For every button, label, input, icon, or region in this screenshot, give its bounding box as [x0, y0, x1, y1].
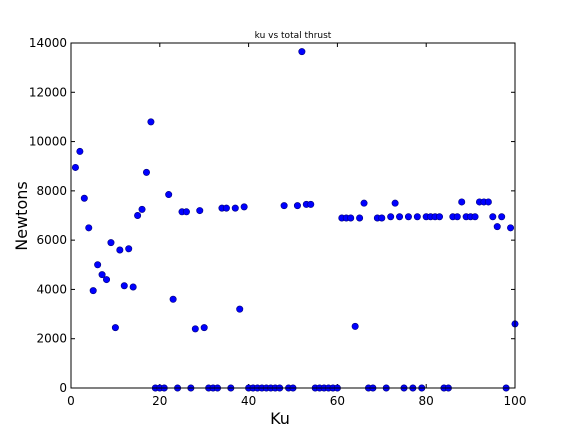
- data-point: [413, 213, 421, 221]
- y-axis-label: Newtons: [12, 181, 31, 250]
- data-point: [71, 163, 79, 171]
- data-point: [231, 204, 239, 212]
- data-point: [191, 325, 199, 333]
- y-tick-label: 0: [59, 381, 67, 395]
- data-point: [396, 213, 404, 221]
- data-point: [200, 324, 208, 332]
- chart-title: ku vs total thrust: [255, 31, 332, 41]
- y-tick-label: 2000: [36, 332, 67, 346]
- data-point: [147, 118, 155, 126]
- data-point: [293, 202, 301, 210]
- x-tick-label: 0: [67, 394, 75, 408]
- data-point: [360, 199, 368, 207]
- data-point: [89, 287, 97, 295]
- plot-frame: [70, 42, 516, 389]
- data-point: [125, 245, 133, 253]
- data-point: [489, 213, 497, 221]
- y-axis: 0 2000 4000 6000 8000 10000 12000 14000: [29, 36, 515, 395]
- data-point: [165, 191, 173, 199]
- data-point: [85, 224, 93, 232]
- data-point: [107, 239, 115, 247]
- data-point: [387, 213, 395, 221]
- data-point: [391, 199, 399, 207]
- y-tick-label: 12000: [29, 85, 67, 99]
- data-point: [484, 198, 492, 206]
- x-tick-label: 80: [419, 394, 434, 408]
- data-point: [351, 322, 359, 330]
- data-point: [356, 214, 364, 222]
- data-point: [236, 305, 244, 313]
- y-tick-label: 10000: [29, 135, 67, 149]
- data-point: [138, 205, 146, 213]
- data-point: [222, 204, 230, 212]
- data-point: [76, 147, 84, 155]
- data-point: [240, 203, 248, 211]
- data-point: [142, 168, 150, 176]
- data-point: [471, 213, 479, 221]
- x-tick-label: 100: [504, 394, 527, 408]
- y-tick-label: 4000: [36, 282, 67, 296]
- data-point: [111, 324, 119, 332]
- data-point: [458, 198, 466, 206]
- y-tick-label: 8000: [36, 184, 67, 198]
- data-point: [507, 224, 515, 232]
- data-point: [378, 214, 386, 222]
- y-tick-label: 6000: [36, 233, 67, 247]
- data-point: [493, 223, 501, 231]
- data-point: [80, 194, 88, 202]
- x-tick-label: 40: [241, 394, 256, 408]
- data-point: [103, 276, 111, 284]
- data-point: [436, 213, 444, 221]
- data-point: [347, 214, 355, 222]
- data-point: [196, 207, 204, 215]
- data-point: [98, 271, 106, 279]
- data-point: [453, 213, 461, 221]
- data-point: [129, 283, 137, 291]
- data-point: [182, 208, 190, 216]
- x-tick-label: 20: [152, 394, 167, 408]
- y-tick-label: 14000: [29, 36, 67, 50]
- data-point: [120, 282, 128, 290]
- data-point: [169, 295, 177, 303]
- data-point: [298, 48, 306, 56]
- data-points: [71, 48, 519, 392]
- data-point: [404, 213, 412, 221]
- data-point: [307, 200, 315, 208]
- data-point: [134, 212, 142, 220]
- x-axis-label: Ku: [270, 409, 290, 428]
- data-point: [498, 213, 506, 221]
- data-point: [280, 202, 288, 210]
- x-tick-label: 60: [330, 394, 345, 408]
- data-point: [116, 246, 124, 254]
- x-axis: 0 20 40 60 80 100: [67, 43, 526, 408]
- data-point: [94, 261, 102, 269]
